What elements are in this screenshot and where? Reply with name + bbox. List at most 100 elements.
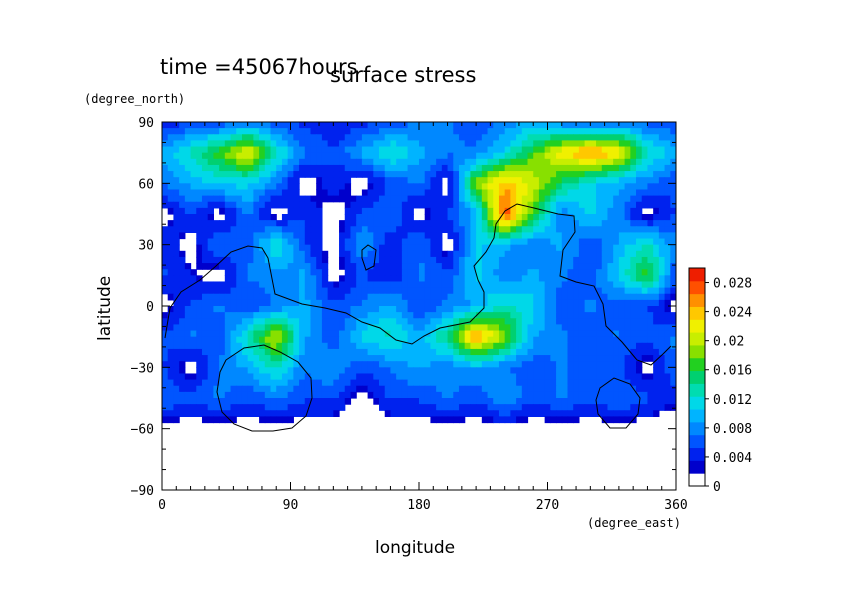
stress-cell bbox=[173, 158, 180, 166]
stress-cell bbox=[396, 232, 403, 240]
time-label: time =45067hours bbox=[160, 55, 358, 79]
stress-cell bbox=[533, 269, 540, 276]
stress-cell bbox=[630, 146, 637, 154]
stress-cell bbox=[596, 177, 603, 184]
stress-cell bbox=[578, 385, 586, 393]
stress-cell bbox=[259, 318, 266, 325]
stress-cell bbox=[430, 177, 437, 184]
stress-cell bbox=[607, 306, 614, 313]
stress-cell bbox=[447, 171, 454, 178]
stress-cell bbox=[476, 269, 483, 276]
stress-cell bbox=[601, 140, 609, 148]
stress-cell bbox=[162, 379, 169, 387]
stress-cell bbox=[224, 330, 232, 338]
stress-cell bbox=[493, 342, 500, 350]
stress-cell bbox=[207, 312, 214, 319]
stress-cell bbox=[173, 287, 180, 295]
stress-cell bbox=[510, 158, 517, 166]
stress-cell bbox=[207, 122, 214, 129]
stress-cell bbox=[276, 134, 283, 141]
stress-cell bbox=[310, 379, 317, 387]
stress-cell bbox=[607, 269, 614, 276]
stress-cell bbox=[213, 140, 220, 148]
stress-cell bbox=[321, 189, 329, 197]
stress-cell bbox=[299, 398, 306, 405]
stress-cell bbox=[379, 281, 386, 289]
stress-cell bbox=[544, 324, 551, 332]
stress-cell bbox=[247, 207, 254, 215]
stress-cell bbox=[333, 158, 340, 166]
stress-cell bbox=[253, 324, 260, 332]
stress-cell bbox=[401, 330, 409, 338]
stress-cell bbox=[447, 416, 454, 424]
stress-cell bbox=[624, 312, 631, 319]
stress-cell bbox=[207, 299, 214, 307]
stress-cell bbox=[618, 367, 626, 375]
stress-cell bbox=[196, 263, 203, 270]
stress-cell bbox=[458, 134, 466, 141]
stress-cell bbox=[241, 293, 249, 301]
stress-cell bbox=[618, 134, 626, 141]
stress-cell bbox=[190, 306, 197, 313]
stress-cell bbox=[498, 318, 506, 325]
stress-cell bbox=[207, 226, 214, 233]
stress-cell bbox=[230, 183, 237, 191]
stress-cell bbox=[596, 263, 603, 270]
stress-cell bbox=[162, 189, 169, 197]
stress-cell bbox=[498, 281, 506, 289]
stress-cell bbox=[601, 287, 609, 295]
stress-cell bbox=[636, 318, 643, 325]
stress-cell bbox=[367, 207, 374, 215]
stress-cell bbox=[207, 410, 214, 417]
stress-cell bbox=[304, 152, 312, 160]
stress-cell bbox=[424, 158, 432, 166]
y-unit-label: (degree_north) bbox=[84, 92, 185, 106]
stress-cell bbox=[527, 336, 534, 344]
stress-cell bbox=[179, 404, 186, 411]
stress-cell bbox=[613, 293, 620, 301]
colorbar-label: 0.024 bbox=[713, 306, 752, 321]
stress-cell bbox=[344, 220, 352, 227]
stress-cell bbox=[447, 293, 454, 301]
stress-cell bbox=[493, 306, 500, 313]
stress-cell bbox=[556, 158, 563, 166]
stress-cell bbox=[219, 404, 226, 411]
stress-cell bbox=[401, 232, 409, 240]
stress-cell bbox=[636, 367, 643, 375]
stress-cell bbox=[658, 355, 666, 362]
stress-cell bbox=[287, 379, 294, 387]
stress-cell bbox=[379, 312, 386, 319]
stress-cell bbox=[590, 330, 597, 338]
stress-cell bbox=[601, 324, 609, 332]
stress-cell bbox=[344, 342, 352, 350]
stress-cell bbox=[384, 177, 392, 184]
colorbar-swatch bbox=[689, 332, 705, 346]
stress-cell bbox=[407, 342, 414, 350]
stress-cell bbox=[356, 201, 363, 209]
stress-cell bbox=[470, 299, 477, 307]
stress-cell bbox=[339, 256, 346, 264]
stress-cell bbox=[316, 232, 323, 240]
stress-cell bbox=[321, 140, 329, 148]
stress-cell bbox=[270, 201, 277, 209]
stress-cell bbox=[224, 373, 232, 381]
stress-cell bbox=[476, 195, 483, 203]
stress-cell bbox=[493, 158, 500, 166]
stress-cell bbox=[356, 324, 363, 332]
stress-cell bbox=[504, 355, 511, 362]
stress-cell bbox=[276, 263, 283, 270]
stress-cell bbox=[544, 146, 551, 154]
stress-cell bbox=[299, 275, 306, 283]
stress-cell bbox=[167, 330, 175, 338]
stress-cell bbox=[538, 256, 546, 264]
stress-cell bbox=[487, 207, 494, 215]
stress-cell bbox=[447, 299, 454, 307]
stress-cell bbox=[430, 146, 437, 154]
stress-cell bbox=[259, 385, 266, 393]
stress-cell bbox=[327, 128, 334, 135]
stress-cell bbox=[487, 238, 494, 246]
stress-cell bbox=[419, 183, 426, 191]
stress-cell bbox=[281, 189, 289, 197]
stress-cell bbox=[664, 312, 671, 319]
stress-cell bbox=[641, 336, 649, 344]
